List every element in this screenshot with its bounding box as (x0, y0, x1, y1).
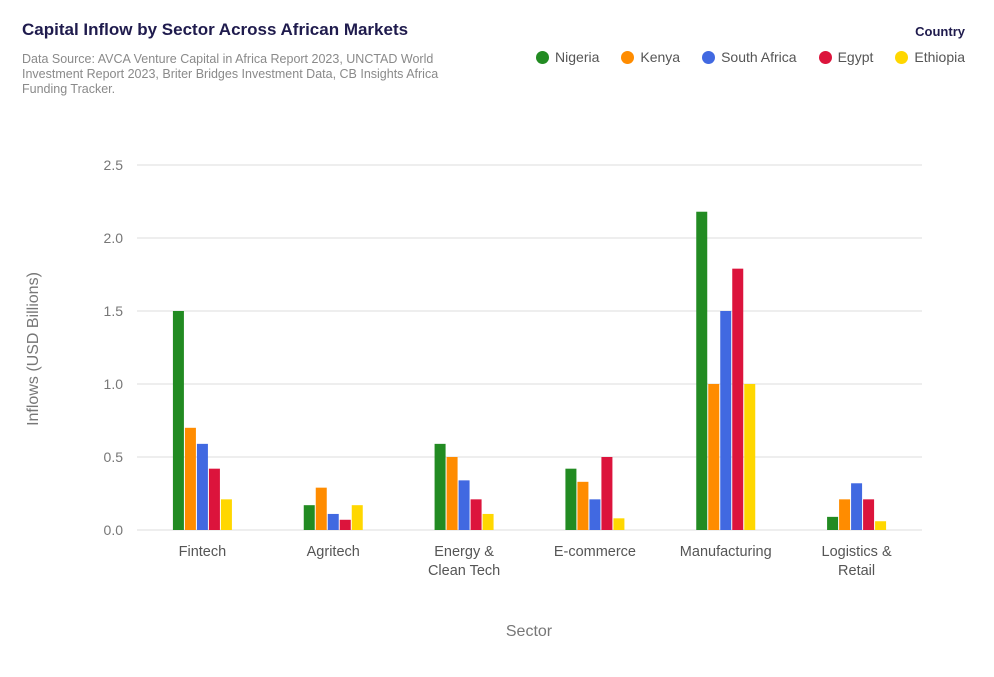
bar-ethiopia (351, 505, 363, 530)
bar-ethiopia (613, 518, 625, 530)
legend-label: Ethiopia (914, 49, 965, 65)
y-tick-label: 2.5 (104, 157, 124, 173)
x-category-label: Logistics & Retail (822, 544, 892, 579)
bar-egypt (208, 468, 220, 530)
bars (172, 211, 887, 530)
bar-south-africa (851, 483, 863, 530)
legend-title: Country (915, 24, 965, 39)
x-category-label-line: Clean Tech (428, 563, 500, 579)
bar-nigeria (434, 443, 446, 530)
legend-item-kenya[interactable]: Kenya (621, 49, 680, 65)
bar-egypt (601, 457, 613, 530)
x-category-label-line: Fintech (179, 544, 227, 560)
legend-label: Nigeria (555, 49, 600, 65)
bar-ethiopia (744, 384, 756, 530)
bar-egypt (732, 268, 744, 530)
bar-egypt (339, 519, 351, 530)
x-category-label: Fintech (179, 544, 227, 560)
bar-kenya (839, 499, 851, 530)
legend-item-egypt[interactable]: Egypt (818, 49, 874, 65)
legend-swatch (536, 50, 550, 64)
bar-nigeria (696, 211, 708, 530)
bar-ethiopia (220, 499, 232, 530)
y-tick-label: 0.5 (104, 449, 124, 465)
legend-swatch (818, 50, 832, 64)
legend-label: Kenya (640, 49, 681, 65)
x-category-label-line: Retail (838, 563, 875, 579)
x-category-labels: Fintech Agritech Energy & Clean Tech E-comme… (179, 544, 892, 579)
bar-egypt (470, 499, 482, 530)
legend-swatch (621, 50, 635, 64)
x-category-label: E-commerce (554, 544, 636, 560)
x-category-label-line: E-commerce (554, 544, 636, 560)
legend-item-nigeria[interactable]: Nigeria (536, 49, 599, 65)
x-category-label-line: Agritech (307, 544, 360, 560)
x-category-label: Energy & Clean Tech (428, 544, 500, 579)
bar-nigeria (172, 311, 184, 530)
bar-kenya (446, 457, 458, 530)
x-axis-label: Sector (506, 623, 553, 640)
legend-label: Egypt (837, 49, 874, 65)
bar-kenya (577, 481, 589, 530)
y-tick-label: 0.0 (104, 522, 124, 538)
x-category-label-line: Manufacturing (680, 544, 772, 560)
legend-item-ethiopia[interactable]: Ethiopia (895, 49, 965, 65)
bar-egypt (863, 499, 875, 530)
bar-south-africa (589, 499, 601, 530)
legend-swatch (895, 50, 909, 64)
bar-south-africa (196, 443, 208, 530)
bar-nigeria (565, 468, 577, 530)
y-tick-label: 2.0 (104, 230, 124, 246)
legend-label: South Africa (721, 49, 797, 65)
y-tick-label: 1.0 (104, 376, 124, 392)
legend: Nigeria Kenya South Africa Egypt Ethiopia (536, 49, 965, 65)
bar-kenya (315, 487, 327, 530)
grid-lines (137, 164, 922, 531)
y-tick-label: 1.5 (104, 303, 124, 319)
bar-kenya (708, 384, 720, 530)
x-category-label: Manufacturing (680, 544, 772, 560)
bar-south-africa (720, 311, 732, 530)
y-tick-labels: 0.0 0.5 1.0 1.5 2.0 2.5 (104, 157, 124, 538)
bar-nigeria (303, 505, 315, 530)
chart-subtitle: Data Source: AVCA Venture Capital in Afr… (22, 52, 439, 96)
bar-ethiopia (875, 521, 887, 530)
y-axis-label: Inflows (USD Billions) (25, 272, 42, 426)
bar-ethiopia (482, 513, 494, 530)
x-category-label-line: Logistics & (822, 544, 892, 560)
chart-title: Capital Inflow by Sector Across African … (22, 20, 409, 39)
bar-south-africa (327, 513, 339, 530)
bar-kenya (184, 427, 196, 530)
bar-nigeria (827, 516, 839, 530)
legend-swatch (702, 50, 716, 64)
legend-item-south-africa[interactable]: South Africa (702, 49, 797, 65)
x-category-label-line: Energy & (434, 544, 494, 560)
bar-south-africa (458, 480, 470, 530)
x-category-label: Agritech (307, 544, 360, 560)
